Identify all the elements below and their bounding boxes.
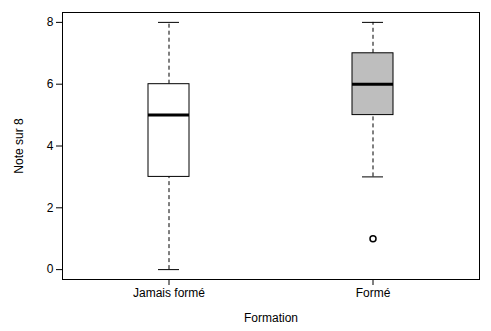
svg-text:4: 4 [47, 139, 54, 153]
svg-text:Jamais formé: Jamais formé [133, 286, 205, 300]
svg-text:Note sur 8: Note sur 8 [12, 118, 26, 174]
svg-text:8: 8 [47, 15, 54, 29]
svg-text:Formation: Formation [244, 311, 298, 325]
svg-text:6: 6 [47, 77, 54, 91]
svg-text:Formé: Formé [356, 286, 391, 300]
svg-text:0: 0 [47, 262, 54, 276]
svg-text:2: 2 [47, 201, 54, 215]
